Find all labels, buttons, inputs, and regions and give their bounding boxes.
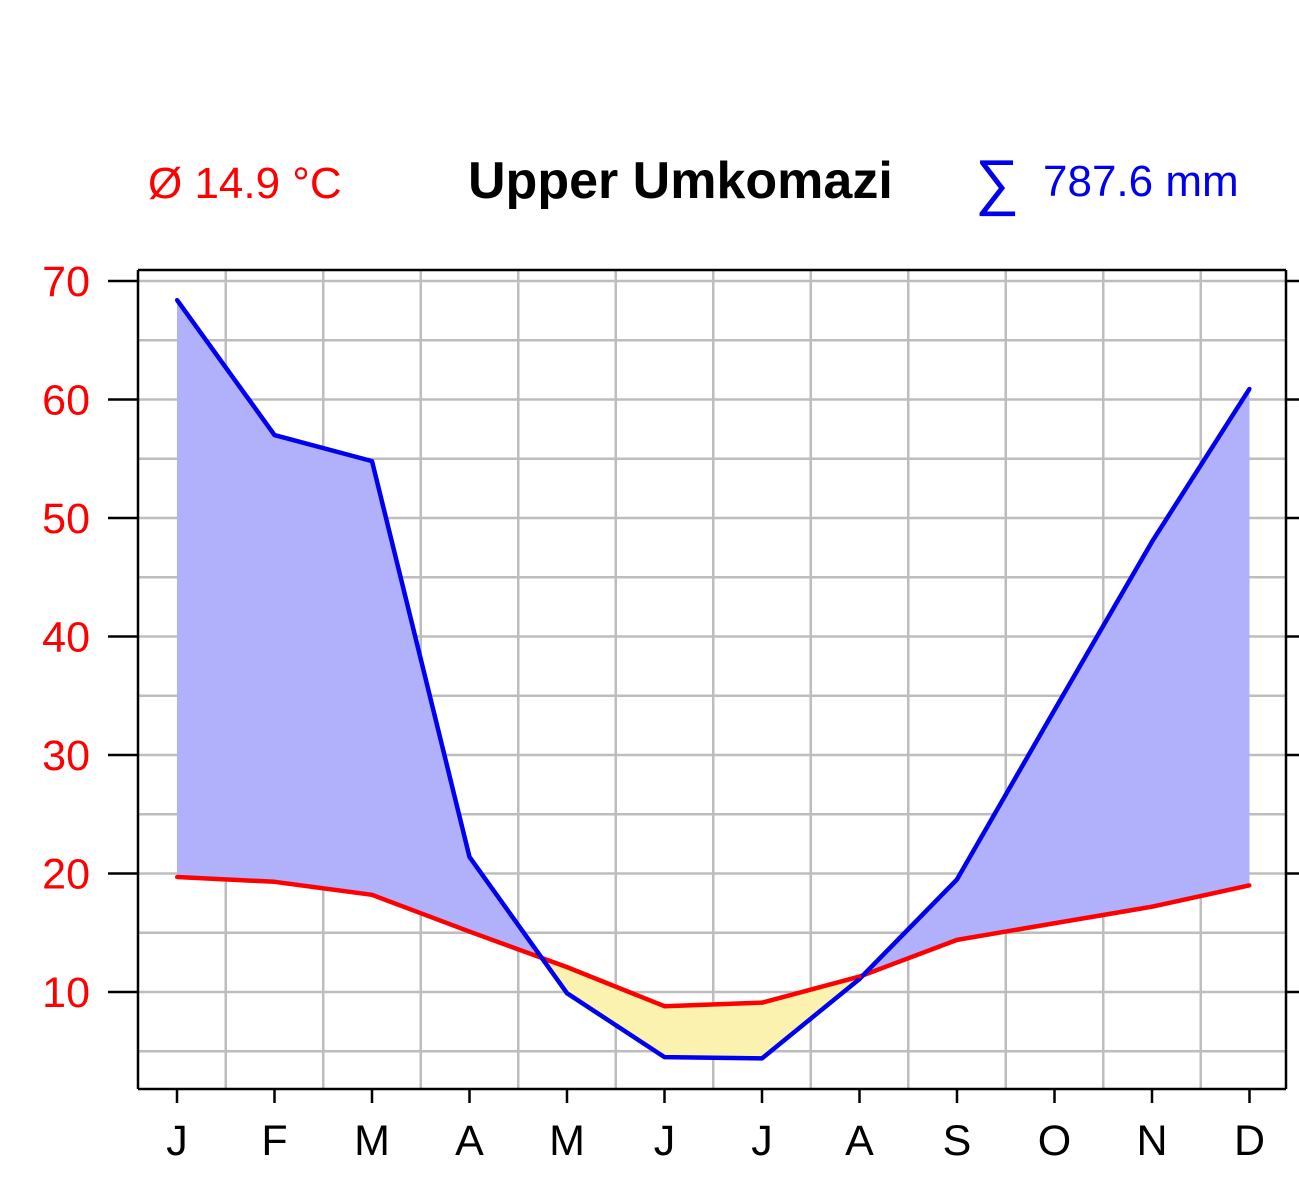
humid-area <box>274 435 372 895</box>
arid-area <box>567 967 665 1058</box>
fills <box>177 299 1250 1059</box>
grid <box>138 270 1286 1089</box>
humid-area <box>177 299 275 882</box>
y-axis: 10 20 30 40 50 60 70 <box>42 258 1299 1017</box>
x-tick-label: O <box>1038 1117 1071 1165</box>
temperature-point <box>467 929 472 934</box>
x-tick-label: M <box>354 1117 390 1165</box>
mean-temperature-label: Ø 14.9 °C <box>148 159 342 208</box>
y-tick-label: 30 <box>42 732 90 780</box>
precipitation-point <box>662 1055 667 1060</box>
y-tick-label: 20 <box>42 851 90 899</box>
x-tick-label: J <box>654 1117 676 1165</box>
y-tick-label: 40 <box>42 614 90 662</box>
humid-area <box>372 461 470 932</box>
y-tick-label: 10 <box>42 969 90 1017</box>
precipitation-point <box>467 854 472 859</box>
y-tick-label: 70 <box>42 258 90 306</box>
precipitation-point <box>1247 386 1252 391</box>
x-tick-label: S <box>943 1117 972 1165</box>
temperature-point <box>1052 921 1057 926</box>
temperature-point <box>662 1004 667 1009</box>
precipitation-point <box>1150 539 1154 544</box>
x-tick-label: A <box>455 1117 484 1165</box>
precipitation-point <box>955 877 959 882</box>
temperature-point <box>955 937 959 942</box>
precipitation-point <box>272 433 277 438</box>
chart-title: Upper Umkomazi <box>468 152 893 210</box>
temperature-point <box>565 965 569 970</box>
x-tick-label: J <box>166 1117 188 1165</box>
total-precipitation-label: 787.6 mm <box>1043 157 1239 206</box>
plot-frame <box>136 268 1288 1091</box>
x-tick-label: D <box>1234 1117 1265 1165</box>
precipitation-point <box>760 1056 764 1061</box>
temperature-line <box>176 874 1250 1009</box>
humid-area <box>1054 541 1152 924</box>
humid-area <box>1152 388 1250 907</box>
temperature-point <box>760 1000 764 1005</box>
arid-area <box>664 1002 762 1059</box>
x-tick-label: F <box>261 1117 287 1165</box>
precipitation-point <box>175 297 179 302</box>
precipitation-point <box>1052 707 1057 712</box>
temperature-point <box>272 879 277 884</box>
temperature-point <box>1247 883 1252 888</box>
humid-area <box>957 709 1055 940</box>
precipitation-point <box>565 991 569 996</box>
x-tick-label: J <box>751 1117 773 1165</box>
x-tick-label: M <box>549 1117 585 1165</box>
lines <box>175 297 1252 1061</box>
sum-symbol: ∑ <box>975 148 1019 217</box>
precipitation-point <box>370 459 374 464</box>
temperature-point <box>857 974 862 979</box>
y-tick-label: 60 <box>42 377 90 425</box>
temperature-point <box>175 875 179 880</box>
x-tick-label: N <box>1136 1117 1167 1165</box>
x-tick-label: A <box>845 1117 874 1165</box>
temperature-point <box>370 892 374 897</box>
precipitation-line <box>175 298 1252 1061</box>
y-tick-label: 50 <box>42 495 90 543</box>
temperature-point <box>1150 904 1154 909</box>
